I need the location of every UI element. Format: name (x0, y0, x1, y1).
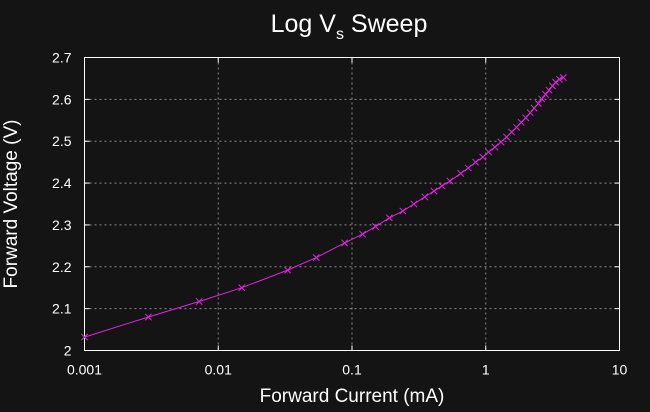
data-point-marker (534, 99, 542, 108)
data-point-marker (479, 153, 487, 161)
data-point-marker (371, 223, 380, 231)
x-tick-label: 0.001 (67, 362, 102, 378)
data-point-marker (144, 313, 152, 321)
data-point-marker (438, 182, 446, 190)
data-point-marker (284, 266, 292, 274)
data-point-marker (485, 148, 493, 156)
data-point-marker (545, 86, 553, 94)
data-point-marker (399, 207, 407, 215)
series-line (84, 77, 564, 338)
y-tick-label: 2 (64, 343, 72, 359)
chart-title: Log Vs Sweep (271, 10, 428, 43)
chart-title-tail: Sweep (344, 10, 427, 38)
data-point-marker (491, 143, 499, 151)
data-point-marker (457, 169, 465, 177)
x-tick-label: 1 (482, 362, 490, 378)
data-point-marker (552, 78, 560, 86)
y-tick-label: 2.6 (52, 91, 72, 107)
data-point-marker (410, 200, 418, 208)
data-point-marker (385, 214, 393, 222)
y-axis-label: Forward Voltage (V) (1, 120, 22, 289)
y-tick-label: 2.2 (52, 259, 72, 275)
data-point-marker (472, 158, 480, 166)
data-point-marker (195, 297, 203, 306)
grid (84, 57, 620, 351)
x-tick-label: 0.01 (205, 362, 232, 378)
axis-ticks: 0.001 0.01 0.1 1 10 2 2.1 2.2 2.3 2.4 2.5 2.6 2.7 (52, 50, 627, 378)
y-tick-label: 2.5 (52, 133, 72, 149)
data-point-marker (359, 230, 367, 238)
x-axis-label: Forward Current (mA) (260, 386, 445, 407)
y-tick-label: 2.1 (52, 301, 72, 317)
y-tick-label: 2.3 (52, 217, 72, 233)
y-tick-label: 2.7 (52, 50, 72, 66)
data-point-marker (312, 254, 320, 262)
data-point-marker (555, 75, 563, 83)
x-tick-label: 0.1 (342, 362, 362, 378)
data-point-marker (421, 193, 429, 201)
data-point-marker (341, 239, 349, 247)
data-point-marker (538, 95, 546, 103)
y-tick-label: 2.4 (52, 175, 72, 191)
series (80, 74, 567, 341)
data-point-marker (559, 74, 567, 82)
x-tick-label: 10 (612, 362, 628, 378)
data-point-marker (238, 284, 246, 292)
chart-title-main: Log V (271, 10, 337, 38)
data-point-marker (446, 177, 454, 185)
data-point-marker (464, 164, 472, 172)
data-point-marker (80, 333, 89, 341)
data-point-marker (430, 187, 438, 195)
data-point-marker (542, 90, 550, 98)
chart-title-subscript: s (336, 26, 344, 43)
